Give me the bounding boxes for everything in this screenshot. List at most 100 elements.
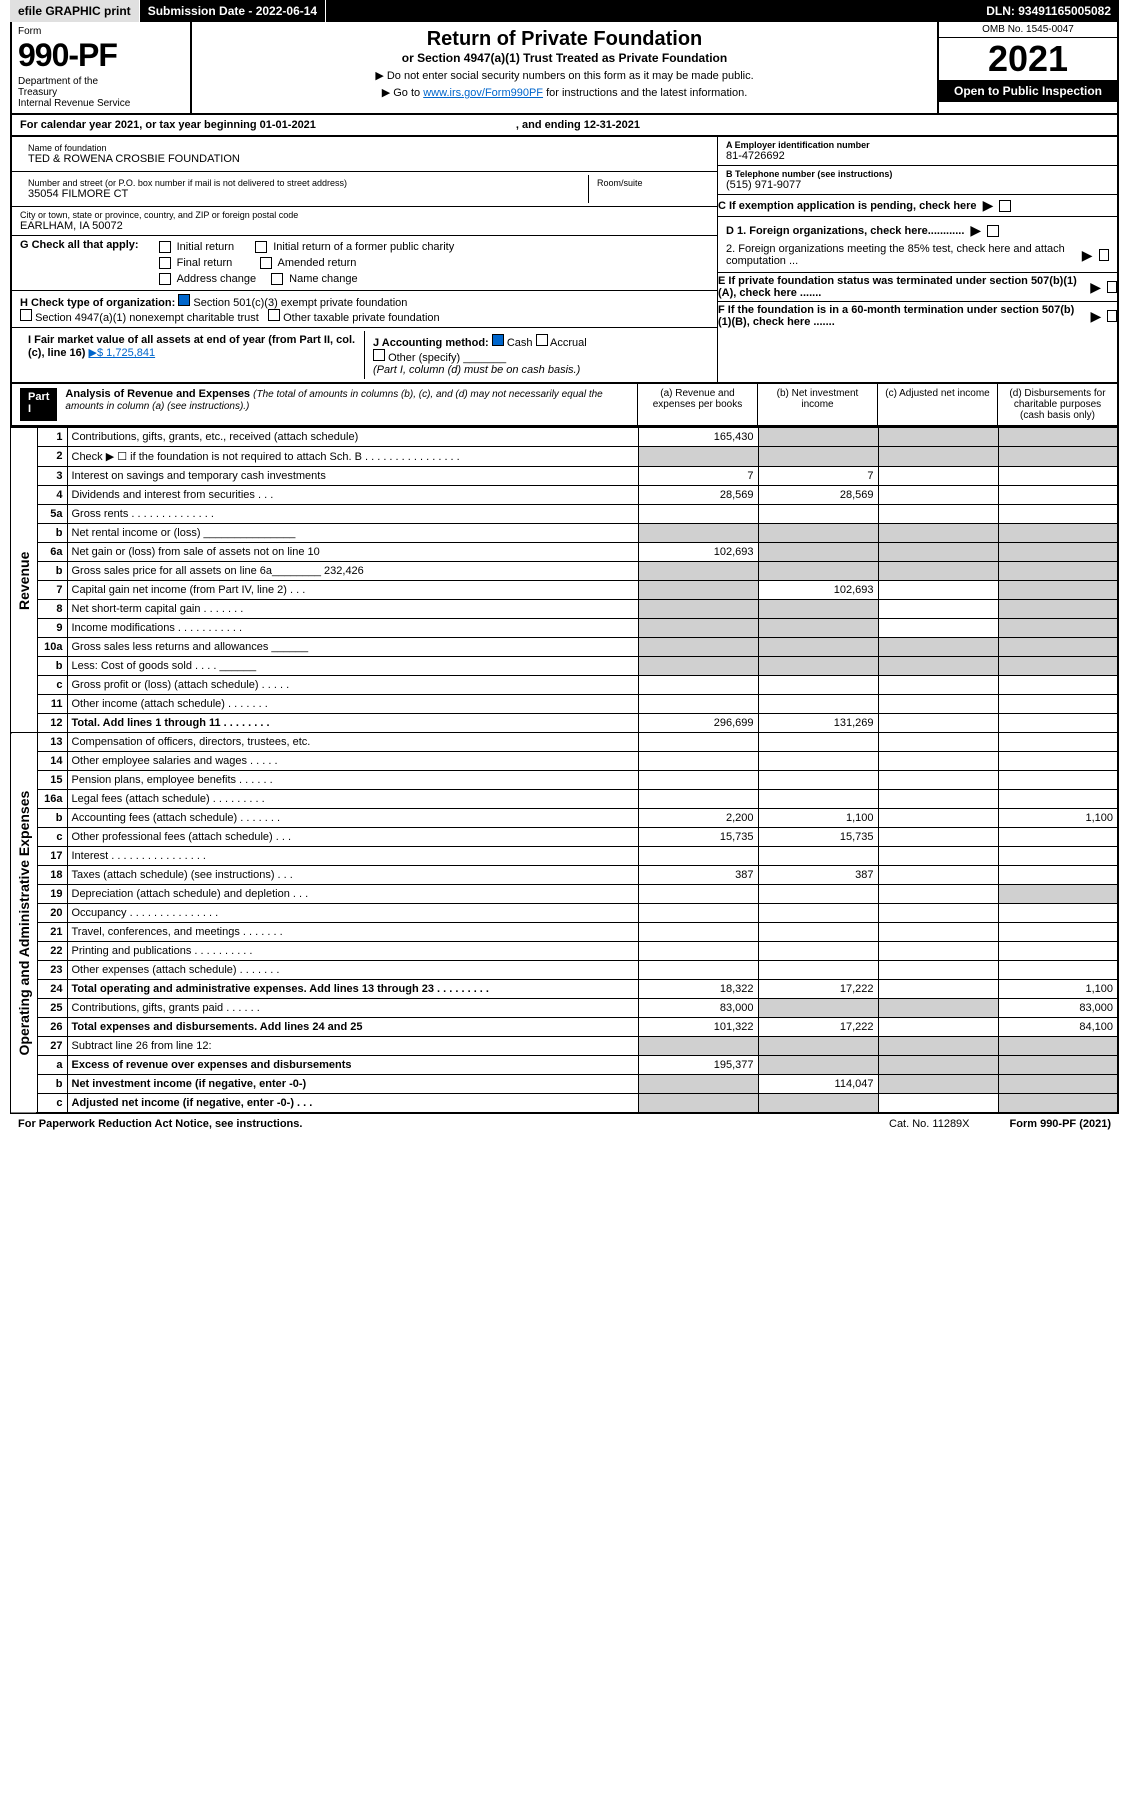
table-row: 12Total. Add lines 1 through 11 . . . . … — [11, 714, 1118, 733]
checkbox-501c3[interactable] — [178, 294, 190, 306]
line-desc: Capital gain net income (from Part IV, l… — [67, 581, 638, 600]
line-number: 4 — [37, 486, 67, 505]
cell-a — [638, 657, 758, 676]
cell-c — [878, 1056, 998, 1075]
dept-treasury: Department of theTreasuryInternal Revenu… — [18, 76, 184, 109]
table-row: bNet investment income (if negative, ent… — [11, 1075, 1118, 1094]
cell-d: 84,100 — [998, 1018, 1118, 1037]
line-desc: Printing and publications . . . . . . . … — [67, 942, 638, 961]
checkbox-name[interactable] — [271, 273, 283, 285]
line-desc: Check ▶ ☐ if the foundation is not requi… — [67, 447, 638, 467]
cell-a — [638, 1037, 758, 1056]
checkbox-f[interactable] — [1107, 310, 1117, 322]
cell-d — [998, 752, 1118, 771]
cell-a: 195,377 — [638, 1056, 758, 1075]
section-h: H Check type of organization: Section 50… — [12, 291, 717, 328]
checkbox-other-tax[interactable] — [268, 309, 280, 321]
table-row: 26Total expenses and disbursements. Add … — [11, 1018, 1118, 1037]
table-row: 3Interest on savings and temporary cash … — [11, 467, 1118, 486]
section-c: C If exemption application is pending, c… — [718, 200, 977, 212]
table-row: 18Taxes (attach schedule) (see instructi… — [11, 866, 1118, 885]
cell-d — [998, 1094, 1118, 1114]
checkbox-address[interactable] — [159, 273, 171, 285]
line-number: 13 — [37, 733, 67, 752]
cell-c — [878, 657, 998, 676]
checkbox-amended[interactable] — [260, 257, 272, 269]
checkbox-initial-former[interactable] — [255, 241, 267, 253]
checkbox-initial[interactable] — [159, 241, 171, 253]
section-f: F If the foundation is in a 60-month ter… — [718, 304, 1084, 328]
cell-a — [638, 885, 758, 904]
checkbox-cash[interactable] — [492, 334, 504, 346]
line-number: b — [37, 809, 67, 828]
cell-a — [638, 676, 758, 695]
line-desc: Less: Cost of goods sold . . . . ______ — [67, 657, 638, 676]
cell-b — [758, 1094, 878, 1114]
line-desc: Dividends and interest from securities .… — [67, 486, 638, 505]
cell-a: 28,569 — [638, 486, 758, 505]
line-number: 26 — [37, 1018, 67, 1037]
note-ssn: ▶ Do not enter social security numbers o… — [202, 69, 927, 82]
cell-d: 1,100 — [998, 809, 1118, 828]
checkbox-d1[interactable] — [987, 225, 999, 237]
cell-c — [878, 1094, 998, 1114]
expenses-vlabel: Operating and Administrative Expenses — [11, 733, 37, 1114]
cell-c — [878, 505, 998, 524]
col-a-head: (a) Revenue and expenses per books — [637, 384, 757, 425]
cell-b: 114,047 — [758, 1075, 878, 1094]
cell-d — [998, 428, 1118, 447]
checkbox-c[interactable] — [999, 200, 1011, 212]
checkbox-e[interactable] — [1107, 281, 1117, 293]
cell-d — [998, 790, 1118, 809]
revenue-vlabel: Revenue — [11, 428, 37, 733]
cell-d — [998, 600, 1118, 619]
efile-print[interactable]: efile GRAPHIC print — [10, 0, 140, 22]
cell-a — [638, 638, 758, 657]
cell-c — [878, 524, 998, 543]
line-number: 18 — [37, 866, 67, 885]
omb-number: OMB No. 1545-0047 — [939, 22, 1117, 38]
cell-d — [998, 543, 1118, 562]
line-number: 27 — [37, 1037, 67, 1056]
cell-a — [638, 942, 758, 961]
cell-b: 28,569 — [758, 486, 878, 505]
cell-c — [878, 695, 998, 714]
line-desc: Other expenses (attach schedule) . . . .… — [67, 961, 638, 980]
checkbox-4947[interactable] — [20, 309, 32, 321]
cell-b — [758, 428, 878, 447]
checkbox-accrual[interactable] — [536, 334, 548, 346]
form-label: Form — [18, 26, 184, 37]
line-desc: Gross sales price for all assets on line… — [67, 562, 638, 581]
dln: DLN: 93491165005082 — [978, 0, 1119, 22]
checkbox-d2[interactable] — [1099, 249, 1109, 261]
line-desc: Compensation of officers, directors, tru… — [67, 733, 638, 752]
cell-c — [878, 999, 998, 1018]
cell-a — [638, 1094, 758, 1114]
cell-c — [878, 828, 998, 847]
checkbox-other-method[interactable] — [373, 349, 385, 361]
line-desc: Contributions, gifts, grants, etc., rece… — [67, 428, 638, 447]
cell-c — [878, 790, 998, 809]
irs-link[interactable]: www.irs.gov/Form990PF — [423, 87, 543, 99]
table-row: cGross profit or (loss) (attach schedule… — [11, 676, 1118, 695]
col-c-head: (c) Adjusted net income — [877, 384, 997, 425]
main-table: Revenue1Contributions, gifts, grants, et… — [10, 427, 1119, 1114]
line-desc: Net rental income or (loss) ____________… — [67, 524, 638, 543]
line-number: 1 — [37, 428, 67, 447]
line-desc: Net investment income (if negative, ente… — [67, 1075, 638, 1094]
line-number: 14 — [37, 752, 67, 771]
line-number: c — [37, 828, 67, 847]
fmv-value[interactable]: ▶$ 1,725,841 — [89, 347, 156, 359]
table-row: 24Total operating and administrative exp… — [11, 980, 1118, 999]
cell-b — [758, 847, 878, 866]
line-desc: Other professional fees (attach schedule… — [67, 828, 638, 847]
name-label: Name of foundation — [28, 143, 701, 153]
cell-b: 17,222 — [758, 980, 878, 999]
room-label: Room/suite — [597, 178, 701, 188]
checkbox-final[interactable] — [159, 257, 171, 269]
city-state-zip: EARLHAM, IA 50072 — [20, 220, 709, 232]
line-desc: Net gain or (loss) from sale of assets n… — [67, 543, 638, 562]
cat-number: Cat. No. 11289X — [889, 1118, 970, 1130]
note-url: ▶ Go to www.irs.gov/Form990PF for instru… — [202, 86, 927, 99]
cell-c — [878, 1075, 998, 1094]
